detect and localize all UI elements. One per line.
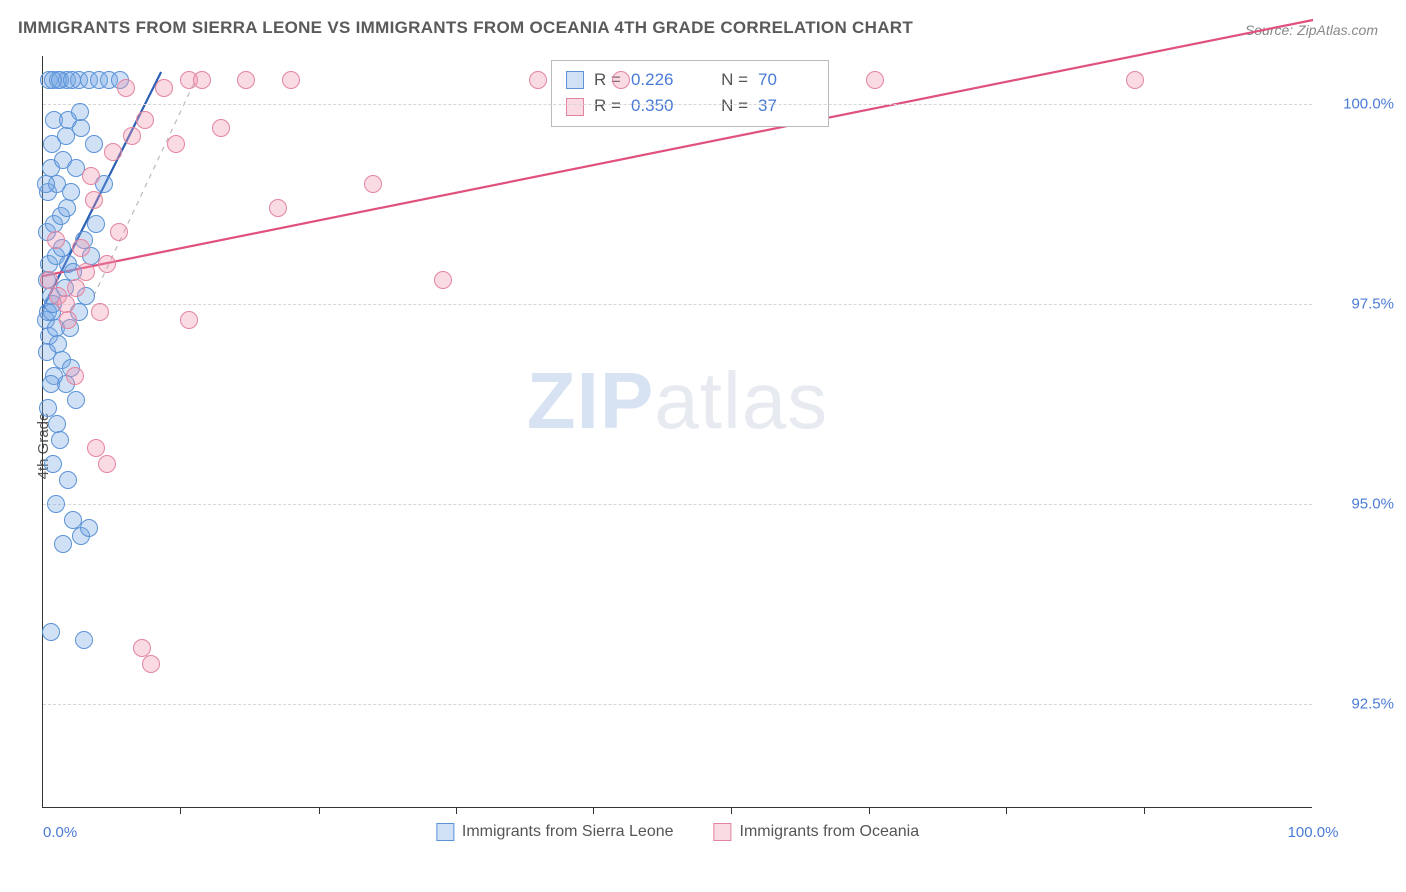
scatter-marker — [98, 255, 116, 273]
scatter-marker — [529, 71, 547, 89]
ytick-label: 100.0% — [1343, 96, 1394, 113]
scatter-marker — [49, 335, 67, 353]
scatter-marker — [91, 303, 109, 321]
scatter-marker — [364, 175, 382, 193]
scatter-marker — [110, 223, 128, 241]
gridline — [43, 504, 1312, 505]
xtick — [319, 807, 320, 814]
legend-label: Immigrants from Sierra Leone — [462, 823, 674, 841]
scatter-marker — [67, 391, 85, 409]
scatter-marker — [282, 71, 300, 89]
swatch-blue — [436, 823, 454, 841]
xtick — [1006, 807, 1007, 814]
legend-r-value: 0.226 — [631, 67, 687, 93]
xtick — [593, 807, 594, 814]
xtick-label-max: 100.0% — [1288, 824, 1339, 841]
scatter-marker — [77, 263, 95, 281]
scatter-marker — [71, 103, 89, 121]
chart-source: Source: ZipAtlas.com — [1245, 22, 1378, 38]
correlation-legend: R = 0.226 N = 70R = 0.350 N = 37 — [551, 60, 829, 127]
scatter-marker — [123, 127, 141, 145]
scatter-marker — [62, 183, 80, 201]
scatter-marker — [87, 215, 105, 233]
scatter-marker — [104, 143, 122, 161]
scatter-marker — [612, 71, 630, 89]
ytick-label: 95.0% — [1351, 496, 1394, 513]
scatter-marker — [212, 119, 230, 137]
legend-row: R =0.226 N =70 — [566, 67, 814, 93]
scatter-marker — [59, 471, 77, 489]
ytick-label: 92.5% — [1351, 696, 1394, 713]
scatter-marker — [434, 271, 452, 289]
scatter-marker — [72, 119, 90, 137]
watermark: ZIPatlas — [527, 355, 828, 447]
scatter-marker — [98, 455, 116, 473]
scatter-marker — [269, 199, 287, 217]
scatter-marker — [67, 279, 85, 297]
legend-n-value: 70 — [758, 67, 814, 93]
scatter-marker — [136, 111, 154, 129]
scatter-marker — [1126, 71, 1144, 89]
scatter-marker — [58, 199, 76, 217]
scatter-marker — [85, 135, 103, 153]
scatter-marker — [47, 231, 65, 249]
series-legend: Immigrants from Sierra Leone Immigrants … — [436, 823, 919, 841]
scatter-plot-area: ZIPatlas R =0.226 N =70R =0.350 N =37 Im… — [42, 56, 1312, 808]
scatter-marker — [142, 655, 160, 673]
gridline — [43, 704, 1312, 705]
scatter-marker — [75, 631, 93, 649]
scatter-marker — [72, 239, 90, 257]
scatter-marker — [47, 495, 65, 513]
gridline — [43, 304, 1312, 305]
legend-label: Immigrants from Oceania — [740, 823, 920, 841]
ytick-label: 97.5% — [1351, 296, 1394, 313]
scatter-marker — [42, 623, 60, 641]
chart-container: IMMIGRANTS FROM SIERRA LEONE VS IMMIGRAN… — [0, 0, 1406, 892]
scatter-marker — [237, 71, 255, 89]
swatch-icon — [566, 71, 584, 89]
scatter-marker — [155, 79, 173, 97]
scatter-marker — [117, 79, 135, 97]
legend-item-oceania: Immigrants from Oceania — [714, 823, 920, 841]
scatter-marker — [180, 311, 198, 329]
xtick-label-min: 0.0% — [43, 824, 77, 841]
scatter-marker — [167, 135, 185, 153]
swatch-pink — [714, 823, 732, 841]
scatter-marker — [59, 311, 77, 329]
gridline — [43, 104, 1312, 105]
xtick — [869, 807, 870, 814]
scatter-marker — [37, 175, 55, 193]
legend-n-value: 37 — [758, 93, 814, 119]
legend-n-label: N = — [721, 67, 748, 93]
legend-r-value: 0.350 — [631, 93, 687, 119]
scatter-marker — [80, 519, 98, 537]
scatter-marker — [42, 375, 60, 393]
xtick — [1144, 807, 1145, 814]
trend-lines-svg — [43, 56, 1312, 807]
chart-title: IMMIGRANTS FROM SIERRA LEONE VS IMMIGRAN… — [18, 18, 913, 38]
scatter-marker — [63, 71, 81, 89]
scatter-marker — [87, 439, 105, 457]
scatter-marker — [82, 167, 100, 185]
xtick — [456, 807, 457, 814]
swatch-icon — [566, 98, 584, 116]
scatter-marker — [54, 535, 72, 553]
scatter-marker — [44, 71, 62, 89]
legend-r-label: R = — [594, 93, 621, 119]
scatter-marker — [51, 431, 69, 449]
scatter-marker — [66, 367, 84, 385]
legend-n-label: N = — [721, 93, 748, 119]
xtick — [731, 807, 732, 814]
scatter-marker — [193, 71, 211, 89]
xtick — [180, 807, 181, 814]
scatter-marker — [44, 455, 62, 473]
legend-item-sierra-leone: Immigrants from Sierra Leone — [436, 823, 674, 841]
scatter-marker — [85, 191, 103, 209]
legend-row: R = 0.350 N = 37 — [566, 93, 814, 119]
scatter-marker — [866, 71, 884, 89]
